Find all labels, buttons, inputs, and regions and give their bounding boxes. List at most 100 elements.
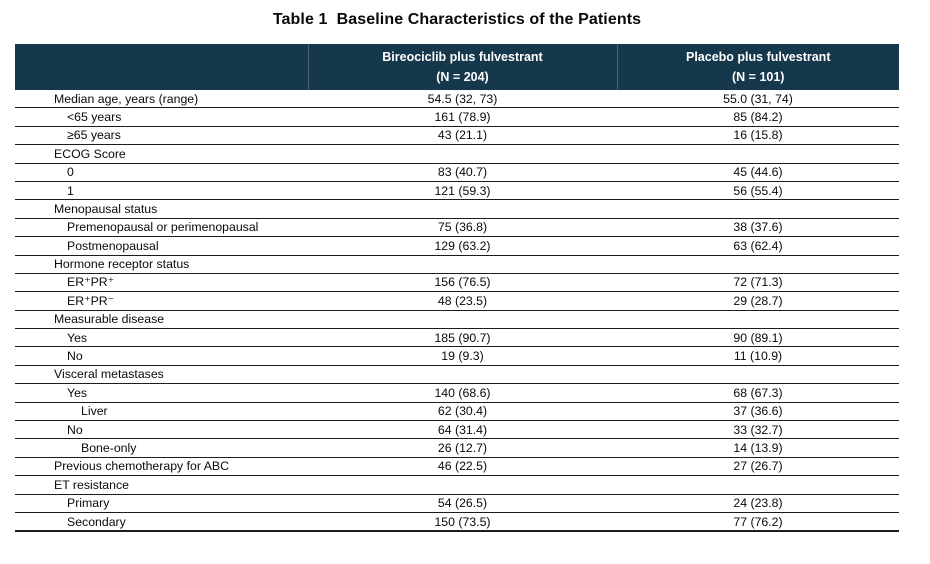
row-label: Primary	[15, 494, 308, 513]
header-col-placebo: Placebo plus fulvestrant (N = 101)	[616, 44, 899, 90]
row-value	[308, 255, 617, 274]
row-value: 38 (37.6)	[617, 218, 899, 238]
row-value: 185 (90.7)	[308, 328, 617, 348]
header-col-label: Bireociclib plus fulvestrant	[382, 50, 543, 64]
header-col-sublabel: (N = 101)	[732, 70, 785, 84]
table-row: Menopausal status	[15, 199, 899, 219]
row-value: 64 (31.4)	[308, 420, 617, 440]
table-row: Yes 140 (68.6) 68 (67.3)	[15, 383, 899, 403]
row-value: 43 (21.1)	[308, 126, 617, 146]
row-label: Menopausal status	[15, 199, 308, 219]
table-row: ER⁺PR⁺ 156 (76.5) 72 (71.3)	[15, 273, 899, 293]
row-value: 16 (15.8)	[617, 126, 899, 146]
row-label: No	[15, 420, 308, 440]
row-value: 129 (63.2)	[308, 236, 617, 256]
table-row: Secondary 150 (73.5) 77 (76.2)	[15, 512, 899, 533]
table-row: ET resistance	[15, 475, 899, 495]
table-row: No 19 (9.3) 11 (10.9)	[15, 346, 899, 366]
row-value: 19 (9.3)	[308, 346, 617, 366]
row-value: 24 (23.8)	[617, 494, 899, 513]
row-value: 11 (10.9)	[617, 346, 899, 366]
row-value: 29 (28.7)	[617, 291, 899, 311]
row-value: 140 (68.6)	[308, 383, 617, 403]
row-value	[617, 199, 899, 219]
table-row: ER⁺PR⁻ 48 (23.5) 29 (28.7)	[15, 291, 899, 311]
row-label: Yes	[15, 383, 308, 403]
row-label: <65 years	[15, 107, 308, 127]
row-value: 26 (12.7)	[308, 438, 617, 458]
row-value	[308, 144, 617, 164]
row-label: Previous chemotherapy for ABC	[15, 457, 308, 477]
row-value: 83 (40.7)	[308, 163, 617, 182]
row-value: 75 (36.8)	[308, 218, 617, 238]
table-row: Bone-only 26 (12.7) 14 (13.9)	[15, 438, 899, 458]
table-row: Postmenopausal 129 (63.2) 63 (62.4)	[15, 236, 899, 256]
row-label: Median age, years (range)	[15, 90, 308, 109]
row-value: 54.5 (32, 73)	[308, 90, 617, 109]
row-label: ≥65 years	[15, 126, 308, 146]
row-label: Measurable disease	[15, 310, 308, 330]
row-value: 54 (26.5)	[308, 494, 617, 513]
table-row: Visceral metastases	[15, 365, 899, 385]
row-value: 121 (59.3)	[308, 181, 617, 201]
row-value: 156 (76.5)	[308, 273, 617, 293]
table-row: Hormone receptor status	[15, 255, 899, 274]
row-value	[617, 255, 899, 274]
row-value	[308, 475, 617, 495]
row-value: 68 (67.3)	[617, 383, 899, 403]
table-row: Measurable disease	[15, 310, 899, 330]
row-value: 33 (32.7)	[617, 420, 899, 440]
row-label: Visceral metastases	[15, 365, 308, 385]
row-label: Postmenopausal	[15, 236, 308, 256]
row-value: 77 (76.2)	[617, 512, 899, 533]
row-value	[617, 475, 899, 495]
row-value: 161 (78.9)	[308, 107, 617, 127]
row-value: 72 (71.3)	[617, 273, 899, 293]
table-row: ≥65 years 43 (21.1) 16 (15.8)	[15, 126, 899, 146]
row-label: Hormone receptor status	[15, 255, 308, 274]
row-value: 90 (89.1)	[617, 328, 899, 348]
header-empty-cell	[15, 44, 308, 90]
table-row: Primary 54 (26.5) 24 (23.8)	[15, 494, 899, 513]
row-value: 37 (36.6)	[617, 402, 899, 422]
row-value	[617, 310, 899, 330]
table-row: No 64 (31.4) 33 (32.7)	[15, 420, 899, 440]
row-label: 1	[15, 181, 308, 201]
row-label: No	[15, 346, 308, 366]
table-row: Premenopausal or perimenopausal 75 (36.8)…	[15, 218, 899, 238]
table-body: Median age, years (range) 54.5 (32, 73) 55…	[15, 90, 899, 533]
row-label: Yes	[15, 328, 308, 348]
row-value: 14 (13.9)	[617, 438, 899, 458]
row-value	[617, 365, 899, 385]
row-value: 56 (55.4)	[617, 181, 899, 201]
table-row: <65 years 161 (78.9) 85 (84.2)	[15, 107, 899, 127]
row-value	[308, 310, 617, 330]
table-row: ECOG Score	[15, 144, 899, 164]
row-value	[617, 144, 899, 164]
row-label: ECOG Score	[15, 144, 308, 164]
table-row: Liver 62 (30.4) 37 (36.6)	[15, 402, 899, 422]
header-row: Bireociclib plus fulvestrant (N = 204) P…	[15, 44, 899, 90]
table-row: 1 121 (59.3) 56 (55.4)	[15, 181, 899, 201]
table-row: Previous chemotherapy for ABC 46 (22.5) 27…	[15, 457, 899, 477]
row-label: ER⁺PR⁺	[15, 273, 308, 293]
row-value: 48 (23.5)	[308, 291, 617, 311]
row-value: 27 (26.7)	[617, 457, 899, 477]
row-value: 63 (62.4)	[617, 236, 899, 256]
header-col-bireociclib: Bireociclib plus fulvestrant (N = 204)	[307, 44, 617, 90]
row-label: Bone-only	[15, 438, 308, 458]
table-title: Table 1 Baseline Characteristics of the …	[272, 11, 642, 28]
row-label: Liver	[15, 402, 308, 422]
table-row: 0 83 (40.7) 45 (44.6)	[15, 163, 899, 182]
row-value	[308, 365, 617, 385]
baseline-characteristics-table: Bireociclib plus fulvestrant (N = 204) P…	[15, 44, 899, 533]
table-row: Median age, years (range) 54.5 (32, 73) 55…	[15, 90, 899, 109]
row-value	[308, 199, 617, 219]
row-value: 46 (22.5)	[308, 457, 617, 477]
table-row: Yes 185 (90.7) 90 (89.1)	[15, 328, 899, 348]
header-col-label: Placebo plus fulvestrant	[686, 50, 831, 64]
row-value: 150 (73.5)	[308, 512, 617, 533]
row-value: 62 (30.4)	[308, 402, 617, 422]
row-value: 55.0 (31, 74)	[617, 90, 899, 109]
